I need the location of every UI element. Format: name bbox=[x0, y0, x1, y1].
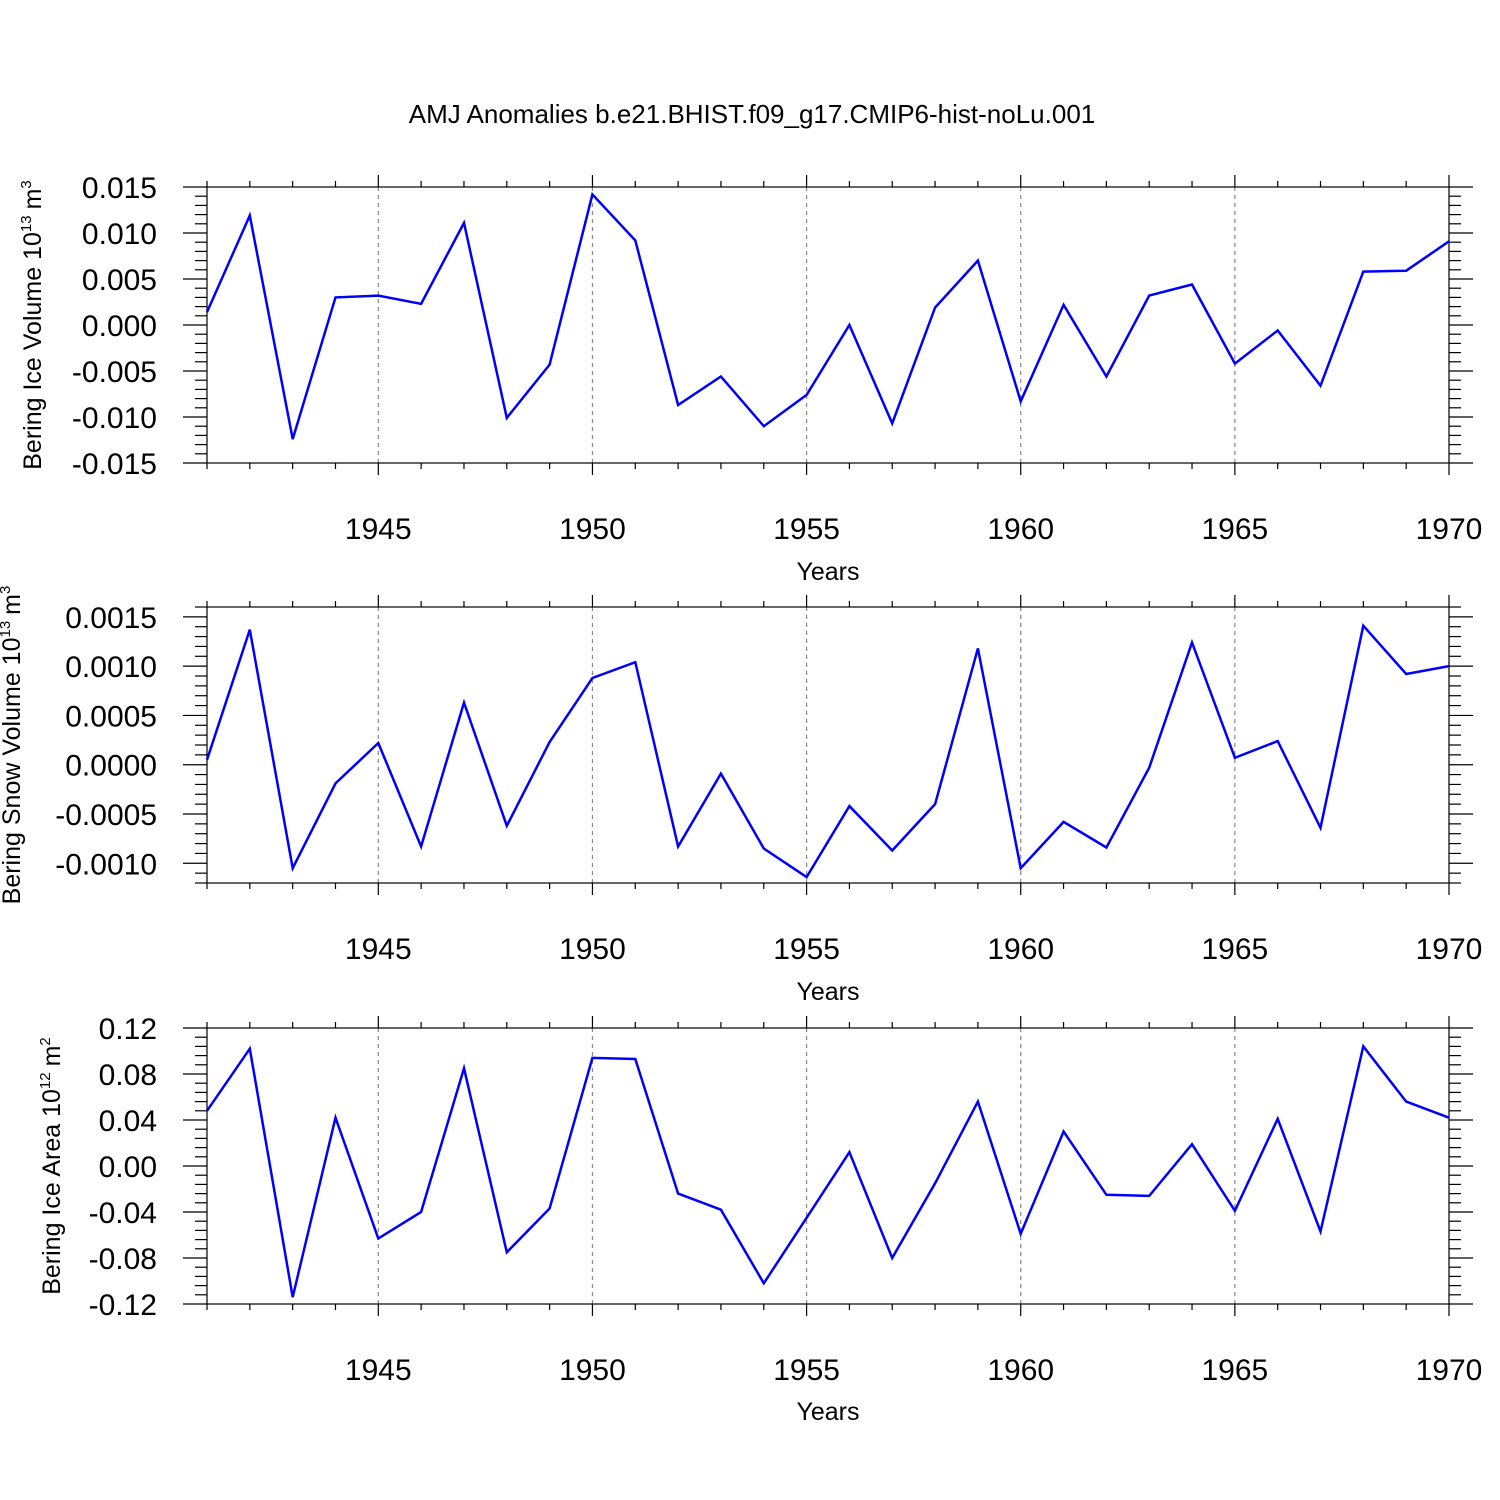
y-tick-label: -0.08 bbox=[89, 1243, 157, 1276]
y-axis-label-exp: 13 bbox=[0, 621, 14, 638]
x-axis-label: Years bbox=[796, 978, 859, 1006]
plot-frame bbox=[206, 1027, 1450, 1305]
y-tick-label: -0.12 bbox=[89, 1289, 157, 1322]
x-tick-label: 1970 bbox=[1416, 513, 1483, 546]
y-tick-label: -0.0010 bbox=[55, 848, 157, 881]
y-axis-label-unit: m bbox=[38, 1046, 66, 1067]
y-tick-label: 0.000 bbox=[82, 310, 157, 343]
x-tick-label: 1950 bbox=[559, 1354, 626, 1387]
y-tick-label: 0.0005 bbox=[65, 700, 157, 733]
x-tick-label: 1945 bbox=[345, 1354, 412, 1387]
x-tick-label: 1965 bbox=[1201, 1354, 1268, 1387]
x-tick-label: 1960 bbox=[987, 933, 1054, 966]
y-axis-label: Bering Snow Volume 1013 m3 bbox=[0, 586, 26, 905]
y-axis-label-exp: 12 bbox=[37, 1072, 54, 1089]
y-tick-label: 0.08 bbox=[99, 1059, 157, 1092]
y-tick-label: 0.00 bbox=[99, 1151, 157, 1184]
x-tick-label: 1955 bbox=[773, 933, 840, 966]
y-tick-label: 0.0010 bbox=[65, 651, 157, 684]
y-axis-label-unit-exp: 3 bbox=[0, 586, 14, 594]
y-tick-label: -0.015 bbox=[72, 448, 157, 481]
chart-title: AMJ Anomalies b.e21.BHIST.f09_g17.CMIP6-… bbox=[409, 99, 1096, 129]
x-tick-label: 1970 bbox=[1416, 1354, 1483, 1387]
y-axis-label: Bering Ice Area 1012 m2 bbox=[37, 1037, 66, 1295]
series-line-snow-volume bbox=[205, 623, 1450, 879]
plot-frame bbox=[206, 606, 1450, 884]
y-axis-label-main: Bering Ice Volume 10 bbox=[19, 232, 47, 470]
y-axis-label-main: Bering Snow Volume 10 bbox=[0, 638, 26, 905]
y-axis-label-unit-exp: 2 bbox=[37, 1037, 54, 1045]
y-axis-label-unit: m bbox=[19, 189, 47, 210]
x-tick-label: 1965 bbox=[1201, 513, 1268, 546]
y-axis-label-unit-exp: 3 bbox=[18, 180, 35, 188]
panel-snow-volume: 0.0015 0.0010 0.0005 0.0000 -0.0005 -0.0010 1… bbox=[0, 586, 1482, 1006]
x-tick-label: 1955 bbox=[773, 1354, 840, 1387]
y-axis-label-unit: m bbox=[0, 594, 26, 615]
y-tick-label: 0.12 bbox=[99, 1013, 157, 1046]
y-axis-label-main: Bering Ice Area 10 bbox=[38, 1089, 66, 1295]
y-tick-label: -0.005 bbox=[72, 356, 157, 389]
x-tick-label: 1960 bbox=[987, 1354, 1054, 1387]
y-tick-label: 0.0000 bbox=[65, 750, 157, 783]
x-tick-label: 1950 bbox=[559, 933, 626, 966]
x-tick-label: 1965 bbox=[1201, 933, 1268, 966]
panel-ice-area: 0.12 0.08 0.04 0.00 -0.04 -0.08 -0.12 1945 1950… bbox=[37, 1013, 1482, 1426]
y-axis-label: Bering Ice Volume 1013 m3 bbox=[18, 180, 47, 470]
y-axis-label-exp: 13 bbox=[18, 215, 35, 232]
y-tick-label: -0.0005 bbox=[55, 799, 157, 832]
y-tick-label: 0.015 bbox=[82, 172, 157, 205]
panel-ice-volume: 0.015 0.010 0.005 0.000 -0.005 -0.010 -0.015 1… bbox=[18, 172, 1482, 586]
x-axis-label: Years bbox=[796, 1398, 859, 1426]
x-tick-label: 1955 bbox=[773, 513, 840, 546]
x-tick-label: 1945 bbox=[345, 513, 412, 546]
series-line-ice-volume bbox=[205, 191, 1450, 440]
x-tick-label: 1960 bbox=[987, 513, 1054, 546]
x-tick-label: 1970 bbox=[1416, 933, 1483, 966]
plot-frame bbox=[206, 186, 1450, 464]
y-tick-label: 0.0015 bbox=[65, 602, 157, 635]
y-tick-label: -0.010 bbox=[72, 402, 157, 435]
x-axis-label: Years bbox=[796, 558, 859, 586]
x-tick-label: 1950 bbox=[559, 513, 626, 546]
series-line-ice-area bbox=[205, 1043, 1450, 1298]
y-tick-label: 0.005 bbox=[82, 264, 157, 297]
y-tick-label: -0.04 bbox=[89, 1197, 157, 1230]
x-tick-label: 1945 bbox=[345, 933, 412, 966]
y-tick-label: 0.04 bbox=[99, 1105, 157, 1138]
y-tick-label: 0.010 bbox=[82, 218, 157, 251]
